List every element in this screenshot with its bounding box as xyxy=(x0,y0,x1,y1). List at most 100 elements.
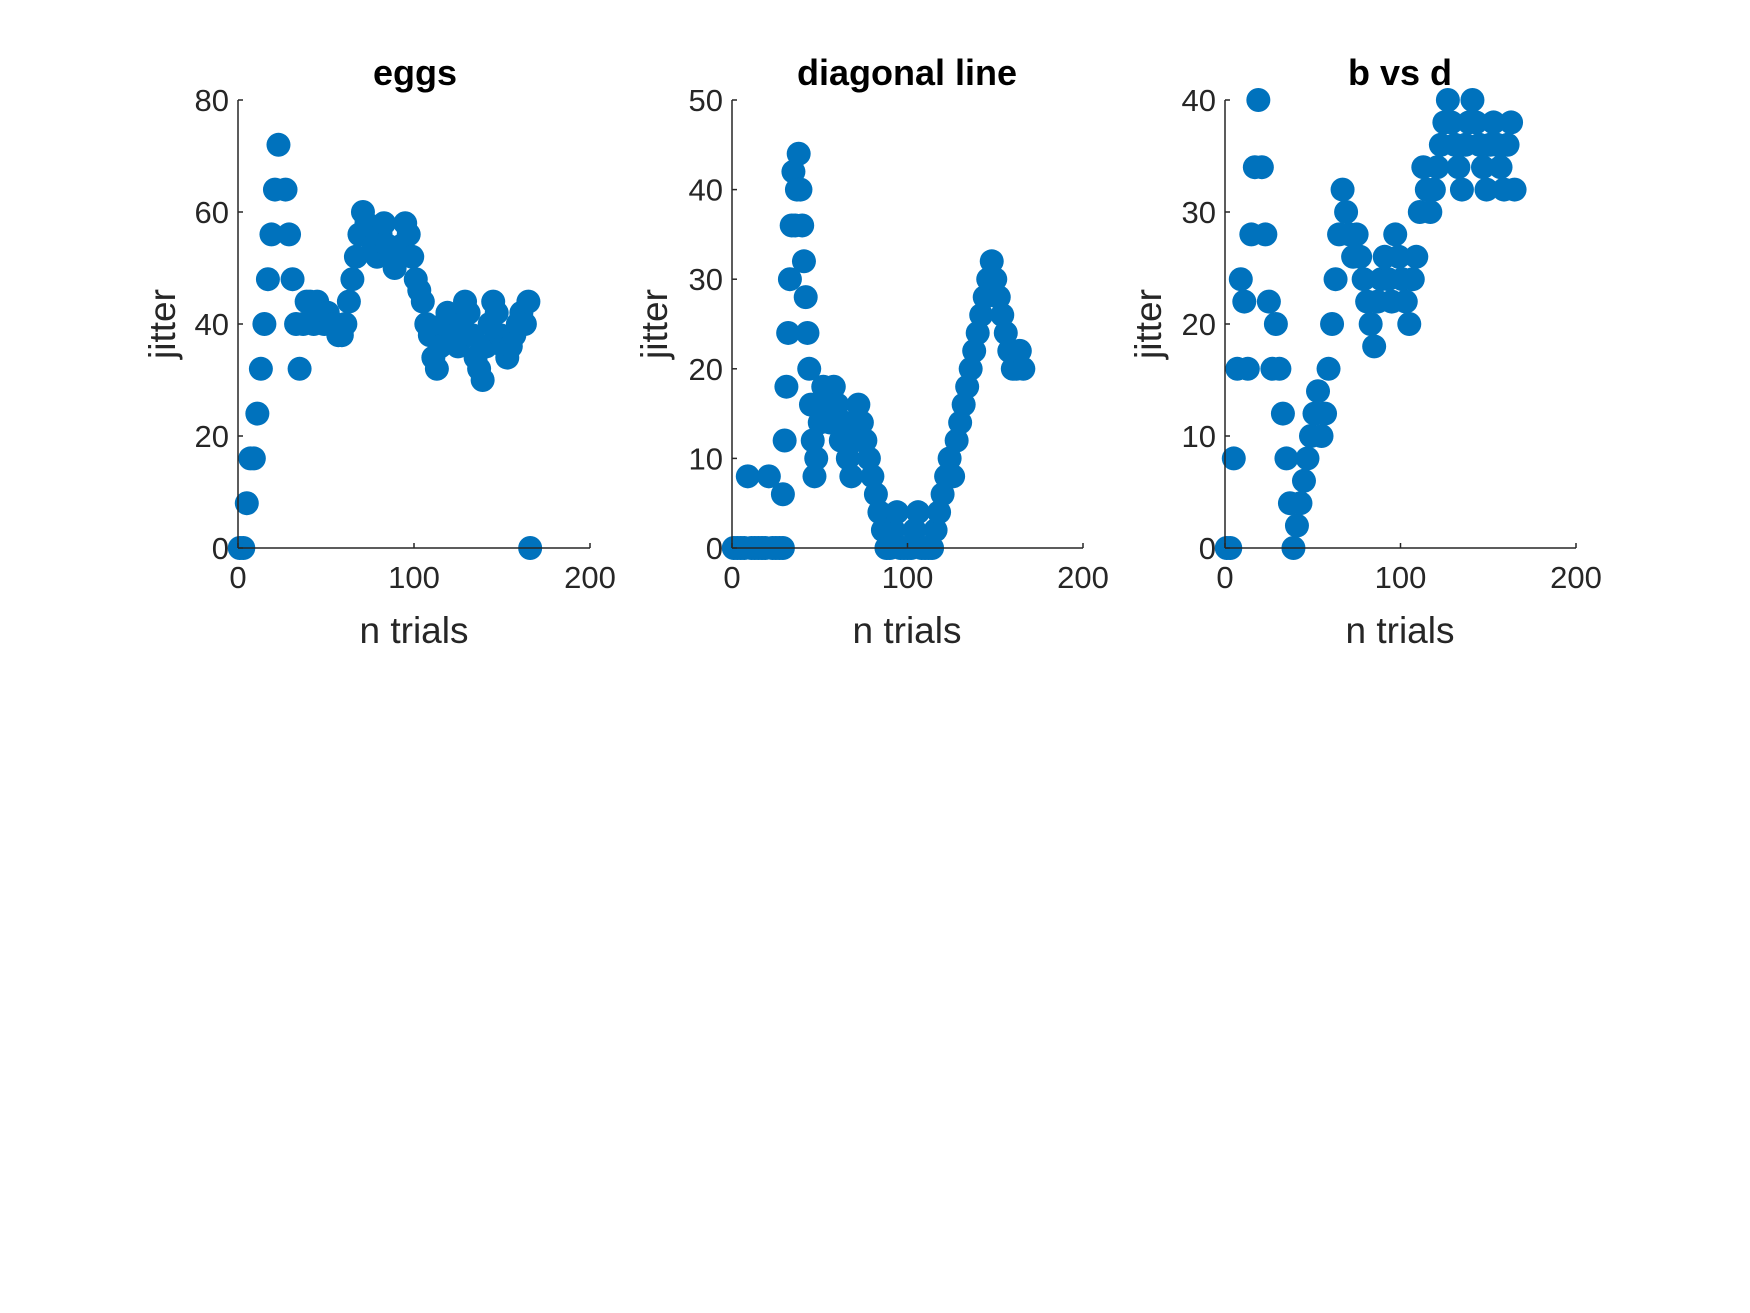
data-point xyxy=(1295,446,1320,471)
marker-series xyxy=(721,141,1036,560)
data-point xyxy=(1499,110,1524,135)
data-point xyxy=(1418,200,1443,224)
data-point xyxy=(906,500,931,525)
data-point xyxy=(1270,401,1295,426)
data-point xyxy=(512,312,537,336)
x-tick-label: 0 xyxy=(229,560,246,595)
x-axis-label: n trials xyxy=(853,610,962,651)
data-point xyxy=(1323,267,1348,292)
data-point xyxy=(849,410,874,435)
data-point xyxy=(965,320,990,345)
data-point xyxy=(340,267,365,292)
marker-series xyxy=(227,132,543,560)
data-point xyxy=(860,464,885,489)
data-point xyxy=(990,303,1015,328)
data-point xyxy=(853,428,878,453)
data-point xyxy=(772,428,797,453)
data-point xyxy=(786,141,811,166)
data-point xyxy=(856,446,881,471)
data-point xyxy=(1386,244,1411,269)
data-point xyxy=(1397,312,1422,336)
data-point xyxy=(756,464,781,489)
data-point xyxy=(1351,267,1376,292)
data-point xyxy=(516,289,541,314)
data-point xyxy=(410,289,435,314)
y-tick-label: 40 xyxy=(195,307,229,342)
data-point xyxy=(955,374,980,399)
data-point xyxy=(1313,401,1338,426)
data-point xyxy=(944,428,969,453)
y-tick-label: 0 xyxy=(212,531,229,566)
data-point xyxy=(1309,424,1334,448)
data-point xyxy=(273,177,298,202)
data-point xyxy=(1246,88,1271,112)
data-point xyxy=(802,464,827,489)
data-point xyxy=(1011,356,1036,381)
x-tick-label: 200 xyxy=(564,560,616,595)
data-point xyxy=(1460,88,1485,112)
data-point xyxy=(1306,379,1331,404)
data-point xyxy=(941,464,966,489)
data-point xyxy=(1263,312,1288,336)
data-point xyxy=(983,267,1008,292)
data-point xyxy=(1007,338,1032,363)
data-point xyxy=(1495,132,1520,157)
data-point xyxy=(962,338,987,363)
data-point xyxy=(1488,155,1513,180)
data-point xyxy=(1291,468,1316,493)
data-point xyxy=(986,285,1011,310)
data-point xyxy=(424,356,449,381)
data-point xyxy=(456,300,481,325)
data-point xyxy=(776,320,801,345)
marker-series xyxy=(1214,88,1527,560)
data-point xyxy=(1249,155,1274,180)
data-point xyxy=(1348,244,1373,269)
x-tick-label: 0 xyxy=(723,560,740,595)
data-point xyxy=(1481,110,1506,135)
y-tick-label: 20 xyxy=(689,352,723,387)
data-point xyxy=(1425,155,1450,180)
y-tick-label: 0 xyxy=(1199,531,1216,566)
data-point xyxy=(396,222,421,247)
data-point xyxy=(867,500,892,525)
x-tick-label: 100 xyxy=(882,560,934,595)
y-tick-label: 40 xyxy=(689,173,723,208)
x-tick-label: 100 xyxy=(388,560,440,595)
data-point xyxy=(1274,446,1299,471)
subplot-diagonal-line: diagonal line 0 100 200 0 10 20 30 40 50 n trial… xyxy=(634,52,1109,651)
data-point xyxy=(287,356,312,381)
data-point xyxy=(923,518,948,543)
y-tick-label: 0 xyxy=(706,531,723,566)
x-tick-label: 100 xyxy=(1375,560,1427,595)
data-point xyxy=(1400,267,1425,292)
data-point xyxy=(1284,513,1309,538)
data-point xyxy=(1288,491,1313,516)
data-point xyxy=(979,249,1004,274)
x-tick-label: 200 xyxy=(1057,560,1109,595)
data-point xyxy=(770,482,795,507)
data-point xyxy=(1439,110,1464,135)
data-point xyxy=(1449,177,1474,202)
data-point xyxy=(248,356,273,381)
data-point xyxy=(1435,88,1460,112)
data-point xyxy=(252,312,277,336)
data-point xyxy=(863,482,888,507)
data-point xyxy=(930,482,955,507)
data-point xyxy=(1256,289,1281,314)
data-point xyxy=(1320,312,1345,336)
x-axis-label: n trials xyxy=(1346,610,1455,651)
data-point xyxy=(1463,110,1488,135)
data-point xyxy=(1330,177,1355,202)
data-point xyxy=(884,500,909,525)
data-point xyxy=(1446,155,1471,180)
data-point xyxy=(1421,177,1446,202)
data-point xyxy=(241,446,266,471)
y-tick-label: 30 xyxy=(1182,195,1216,230)
data-point xyxy=(790,213,815,238)
data-point xyxy=(259,222,284,247)
data-point xyxy=(1474,177,1499,202)
y-tick-label: 40 xyxy=(1182,83,1216,118)
subplot-b-vs-d: b vs d 0 100 200 0 10 20 30 40 n trials jitter xyxy=(1128,52,1602,651)
subplot-eggs: eggs 0 100 200 0 20 40 60 80 n trials jitter xyxy=(142,52,616,651)
